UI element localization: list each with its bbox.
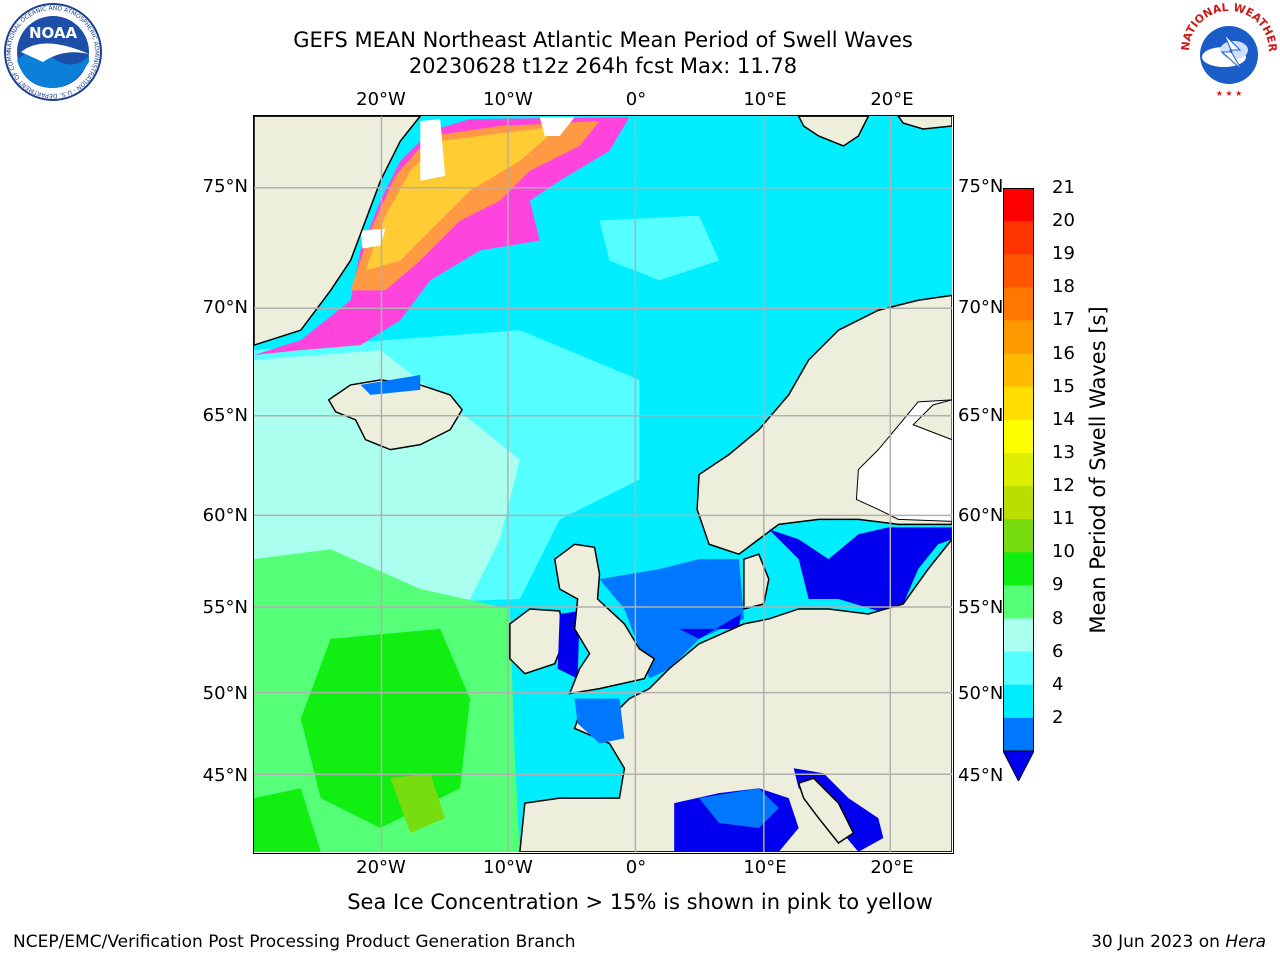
lon-label-top: 20°E — [870, 89, 914, 110]
lat-label-left: 65°N — [202, 405, 248, 426]
colorbar-segment — [1003, 188, 1034, 222]
colorbar-title: Mean Period of Swell Waves [s] — [1086, 306, 1110, 634]
colorbar-segment — [1003, 618, 1034, 653]
lat-label-right: 75°N — [958, 176, 1004, 197]
colorbar-segment — [1003, 254, 1034, 288]
colorbar-segment — [1003, 287, 1034, 321]
svalbard — [797, 116, 870, 147]
swell-zone-11-12 — [390, 773, 446, 833]
colorbar-tick-label: 13 — [1052, 441, 1075, 463]
colorbar-svg — [1002, 188, 1035, 783]
colorbar-tick-label: 12 — [1052, 475, 1075, 497]
colorbar-segment — [1003, 419, 1034, 454]
map-svg — [254, 116, 952, 852]
colorbar-segment — [1003, 353, 1034, 388]
colorbar-tick-label: 16 — [1052, 342, 1075, 364]
lon-label-top: 20°W — [356, 89, 406, 110]
sea-ice-caption: Sea Ice Concentration > 15% is shown in … — [347, 890, 933, 914]
colorbar-segment — [1003, 221, 1034, 255]
lon-label-bottom: 20°W — [356, 857, 406, 878]
greenland — [254, 116, 422, 346]
italy — [797, 777, 855, 844]
colorbar-tick-label: 15 — [1052, 375, 1075, 397]
colorbar-tick-label: 8 — [1052, 607, 1064, 629]
bay-of-biscay — [574, 698, 625, 744]
great-britain — [553, 543, 656, 695]
colorbar-segment — [1003, 684, 1034, 719]
colorbar-tick-label: 18 — [1052, 276, 1075, 298]
sea-ice-core — [365, 126, 560, 271]
colorbar-segment — [1003, 386, 1034, 421]
colorbar-tick-label: 21 — [1052, 177, 1075, 198]
colorbar-segment — [1003, 552, 1034, 586]
colorbar-segment — [1003, 320, 1034, 355]
chart-title: GEFS MEAN Northeast Atlantic Mean Period… — [293, 28, 913, 52]
lon-label-bottom: 0° — [625, 857, 647, 878]
colorbar-tick-label: 4 — [1052, 673, 1064, 695]
lat-label-left: 60°N — [202, 505, 248, 526]
baltic-sea — [768, 527, 952, 611]
lon-label-top: 0° — [625, 89, 647, 110]
lat-label-left: 70°N — [202, 297, 248, 318]
colorbar-tick-label: 9 — [1052, 574, 1064, 596]
denmark — [743, 553, 770, 610]
footer-date: 30 Jun 2023 on Hera — [1091, 932, 1266, 952]
lat-label-left: 50°N — [202, 683, 248, 704]
colorbar-frame — [1003, 188, 1034, 752]
lat-label-right: 70°N — [958, 297, 1004, 318]
lon-label-top: 10°W — [483, 89, 533, 110]
footer-credit: NCEP/EMC/Verification Post Processing Pr… — [13, 932, 576, 952]
colorbar-segment — [1003, 717, 1034, 752]
chart-subtitle: 20230628 t12z 264h fcst Max: 11.78 — [408, 54, 798, 78]
colorbar-tick-label: 19 — [1052, 243, 1075, 265]
colorbar-segment — [1003, 585, 1034, 620]
colorbar-segment — [1003, 519, 1034, 553]
nws-logo: NATIONAL WEATHER SERVICE ★ ★ ★ — [1174, 0, 1280, 102]
lon-label-bottom: 20°E — [870, 857, 914, 878]
colorbar-tick-label: 10 — [1052, 541, 1075, 563]
lat-label-right: 45°N — [958, 765, 1004, 786]
noaa-logo-text: NOAA — [29, 24, 78, 42]
svg-text:★ ★ ★: ★ ★ ★ — [1216, 89, 1243, 98]
lat-label-right: 55°N — [958, 597, 1004, 618]
noaa-logo: NOAA NATIONAL OCEANIC AND ATMOSPHERIC AD… — [1, 0, 103, 102]
lon-label-top: 10°E — [743, 89, 787, 110]
colorbar-extend-arrow — [1002, 750, 1035, 783]
map-panel — [253, 115, 954, 854]
graticule — [254, 116, 952, 852]
colorbar-tick-label: 17 — [1052, 309, 1075, 331]
lat-label-right: 65°N — [958, 405, 1004, 426]
colorbar-tick-label: 14 — [1052, 408, 1075, 430]
colorbar — [1002, 188, 1035, 783]
colorbar-segment — [1003, 452, 1034, 487]
colorbar-tick-label: 6 — [1052, 640, 1064, 662]
colorbar-tick-label: 2 — [1052, 706, 1064, 728]
lon-label-bottom: 10°W — [483, 857, 533, 878]
lat-label-left: 55°N — [202, 597, 248, 618]
lon-label-bottom: 10°E — [743, 857, 787, 878]
colorbar-segment — [1003, 486, 1034, 520]
iceland — [327, 379, 464, 451]
lat-label-right: 60°N — [958, 505, 1004, 526]
lat-label-left: 75°N — [202, 176, 248, 197]
colorbar-segment — [1003, 651, 1034, 686]
lat-label-right: 50°N — [958, 683, 1004, 704]
colorbar-tick-label: 20 — [1052, 210, 1075, 232]
footer-host: Hera — [1225, 932, 1266, 952]
colorbar-tick-label: 11 — [1052, 508, 1075, 530]
lat-label-left: 45°N — [202, 765, 248, 786]
